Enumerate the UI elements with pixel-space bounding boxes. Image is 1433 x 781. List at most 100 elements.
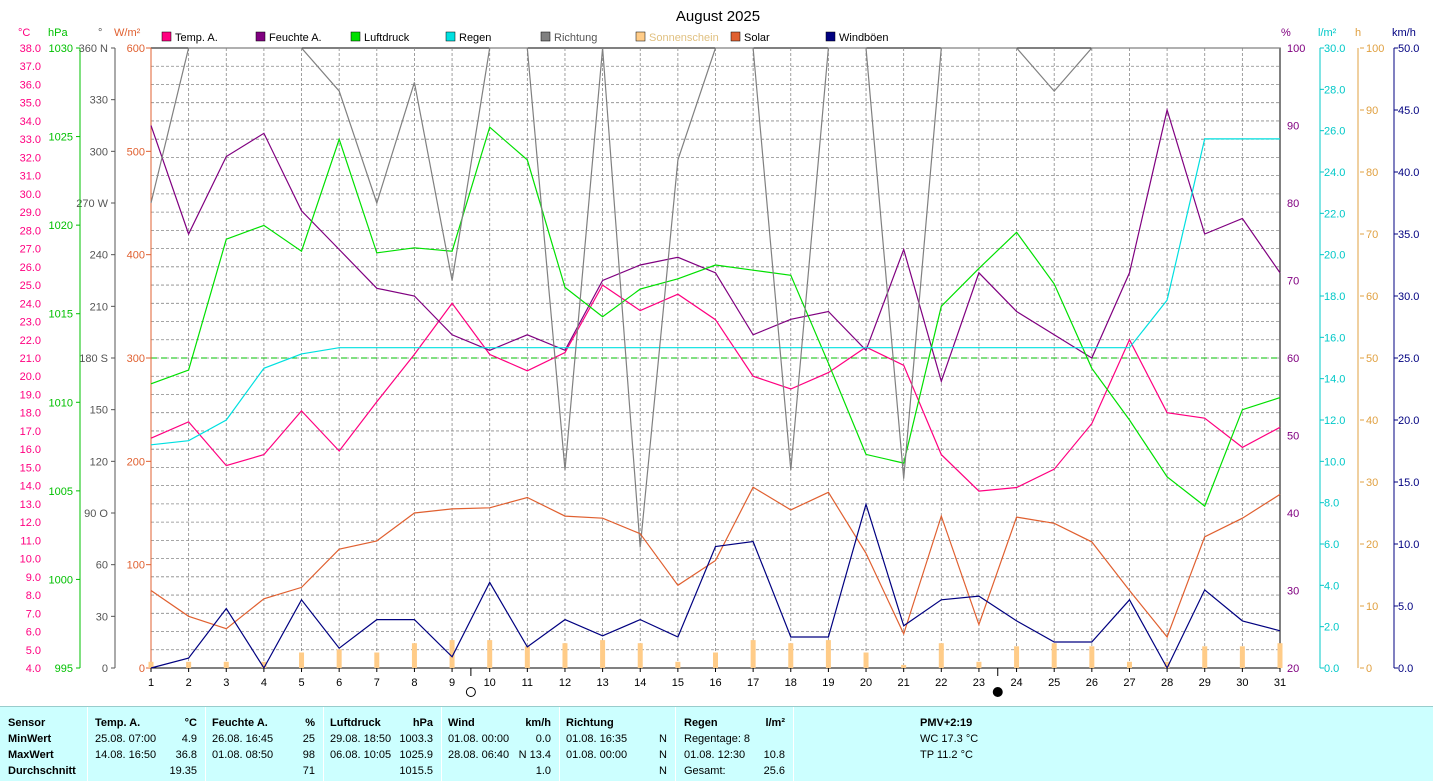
rain-axis-tick-label: 6.0	[1324, 539, 1339, 551]
wind-axis-tick-label: 40.0	[1398, 167, 1419, 179]
legend-item: Solar	[730, 31, 770, 44]
moon-markers	[465, 668, 1003, 697]
pressure-axis-tick-label: 1025	[49, 132, 73, 144]
rain-axis-tick-label: 24.0	[1324, 167, 1345, 179]
direction-axis-tick-label: 240	[90, 250, 108, 262]
solar-axis-tick-label: 100	[127, 560, 145, 572]
sunshine-bar	[374, 652, 380, 668]
x-tick-label: 9	[449, 677, 455, 689]
pressure-axis-tick-label: 1010	[49, 397, 73, 409]
pressure-axis-tick-label: 1030	[49, 43, 73, 55]
sunshine-bar	[223, 661, 229, 668]
sunshine-bar	[825, 640, 831, 668]
direction-axis-tick-label: 270 W	[76, 198, 108, 210]
wind-axis-tick-label: 10.0	[1398, 539, 1419, 551]
temp-axis-tick-label: 6.0	[26, 627, 41, 639]
wind-axis-tick-label: 35.0	[1398, 229, 1419, 241]
series-lines	[150, 47, 1281, 670]
unit-solar: W/m²	[114, 27, 141, 39]
temp-axis-tick-label: 19.0	[20, 389, 41, 401]
x-tick-label: 25	[1048, 677, 1060, 689]
stats-humidity-header: Feuchte A.	[212, 717, 268, 729]
temp-axis-tick-label: 28.0	[20, 225, 41, 237]
sunshine-bar	[1014, 646, 1020, 668]
legend-swatch	[635, 31, 646, 42]
sunshine-bar	[261, 661, 267, 668]
sunshine-bars	[148, 640, 1283, 668]
sunshine-bar	[1051, 643, 1057, 668]
temp-axis-tick-label: 7.0	[26, 608, 41, 620]
stats-rain-max-date: 01.08. 12:30	[684, 749, 746, 761]
stats-wind-min-date: 01.08. 00:00	[448, 733, 510, 745]
x-tick-label: 31	[1274, 677, 1286, 689]
sunshine-axis-tick-label: 60	[1366, 291, 1378, 303]
x-tick-label: 12	[559, 677, 571, 689]
unit-direction: °	[98, 27, 102, 39]
legend-swatch	[445, 31, 456, 42]
x-tick-label: 16	[709, 677, 721, 689]
unit-pressure: hPa	[48, 27, 68, 39]
stats-pressure-unit: hPa	[412, 717, 433, 729]
axes: 38.0 37.0 36.0 35.0 34.0 33.0 32.0 31.0 30.0 29.0…	[20, 43, 1420, 675]
x-tick-label: 1	[148, 677, 154, 689]
rain-axis-tick-label: 22.0	[1324, 208, 1345, 220]
sunshine-bar	[299, 652, 305, 668]
temp-axis-tick-label: 12.0	[20, 517, 41, 529]
x-tick-label: 27	[1123, 677, 1135, 689]
rain-axis-tick-label: 10.0	[1324, 456, 1345, 468]
stats-humidity-max-date: 01.08. 08:50	[212, 749, 274, 761]
rain-axis-tick-label: 14.0	[1324, 374, 1345, 386]
stats-temp-col: Temp. A. °C 25.08. 07:00 4.9 14.08. 16:5…	[88, 707, 206, 781]
stats-wind-avg: 1.0	[535, 765, 551, 777]
x-tick-label: 28	[1161, 677, 1173, 689]
stats-direction-col: Richtung 01.08. 16:35 N 01.08. 00:00 N N	[560, 707, 676, 781]
series-line-windb-en	[150, 502, 1281, 670]
solar-axis-tick-label: 600	[127, 43, 145, 55]
temp-axis-tick-label: 31.0	[20, 171, 41, 183]
stats-humidity-min-date: 26.08. 16:45	[212, 733, 274, 745]
legend-label: Temp. A.	[175, 32, 218, 44]
stats-pmv-col: PMV+2:19 WC 17.3 °C TP 11.2 °C	[794, 707, 1433, 781]
legend-item: Regen	[445, 31, 491, 44]
temp-axis-tick-label: 13.0	[20, 499, 41, 511]
stats-row-avg: Durchschnitt	[8, 765, 76, 777]
stats-temp-avg: 19.35	[169, 765, 197, 777]
stats-direction-max-date: 01.08. 00:00	[566, 749, 628, 761]
sunshine-bar	[1126, 661, 1132, 668]
direction-axis-tick-label: 360 N	[79, 43, 108, 55]
legend-label: Feuchte A.	[269, 32, 322, 44]
wind-axis-tick-label: 50.0	[1398, 43, 1419, 55]
direction-axis-tick-label: 0	[102, 663, 108, 675]
sunshine-bar	[713, 652, 718, 668]
stats-direction-avg: N	[659, 765, 667, 777]
humidity-axis-tick-label: 40	[1287, 508, 1299, 520]
temp-axis-tick-label: 35.0	[20, 98, 41, 110]
x-tick-label: 8	[411, 677, 417, 689]
x-tick-label: 26	[1086, 677, 1098, 689]
rain-axis-tick-label: 2.0	[1324, 622, 1339, 634]
sunshine-bar	[336, 649, 342, 668]
sunshine-bar	[675, 661, 681, 668]
temp-axis-tick-label: 10.0	[20, 554, 41, 566]
x-tick-label: 22	[935, 677, 947, 689]
pressure-axis-tick-label: 1020	[49, 220, 73, 232]
rain-axis-tick-label: 20.0	[1324, 250, 1345, 262]
temp-axis-tick-label: 22.0	[20, 335, 41, 347]
new-moon-icon	[992, 687, 1003, 697]
legend-item: Temp. A.	[161, 31, 218, 44]
sunshine-bar	[901, 664, 907, 668]
stats-rain-header: Regen	[684, 717, 718, 729]
wind-axis-tick-label: 30.0	[1398, 291, 1419, 303]
legend-item: Luftdruck	[350, 31, 410, 44]
direction-axis-tick-label: 300	[90, 146, 108, 158]
stats-pmv-header: PMV+2:19	[920, 717, 973, 729]
sunshine-bar	[938, 643, 944, 668]
stats-pressure-max-value: 1025.9	[399, 749, 433, 761]
sunshine-bar	[788, 643, 794, 668]
wind-axis-tick-label: 5.0	[1398, 601, 1413, 613]
temp-axis-tick-label: 32.0	[20, 152, 41, 164]
wind-axis-tick-label: 0.0	[1398, 663, 1413, 675]
temp-axis-tick-label: 34.0	[20, 116, 41, 128]
x-tick-label: 14	[634, 677, 646, 689]
stats-humidity-max-value: 98	[302, 749, 315, 761]
